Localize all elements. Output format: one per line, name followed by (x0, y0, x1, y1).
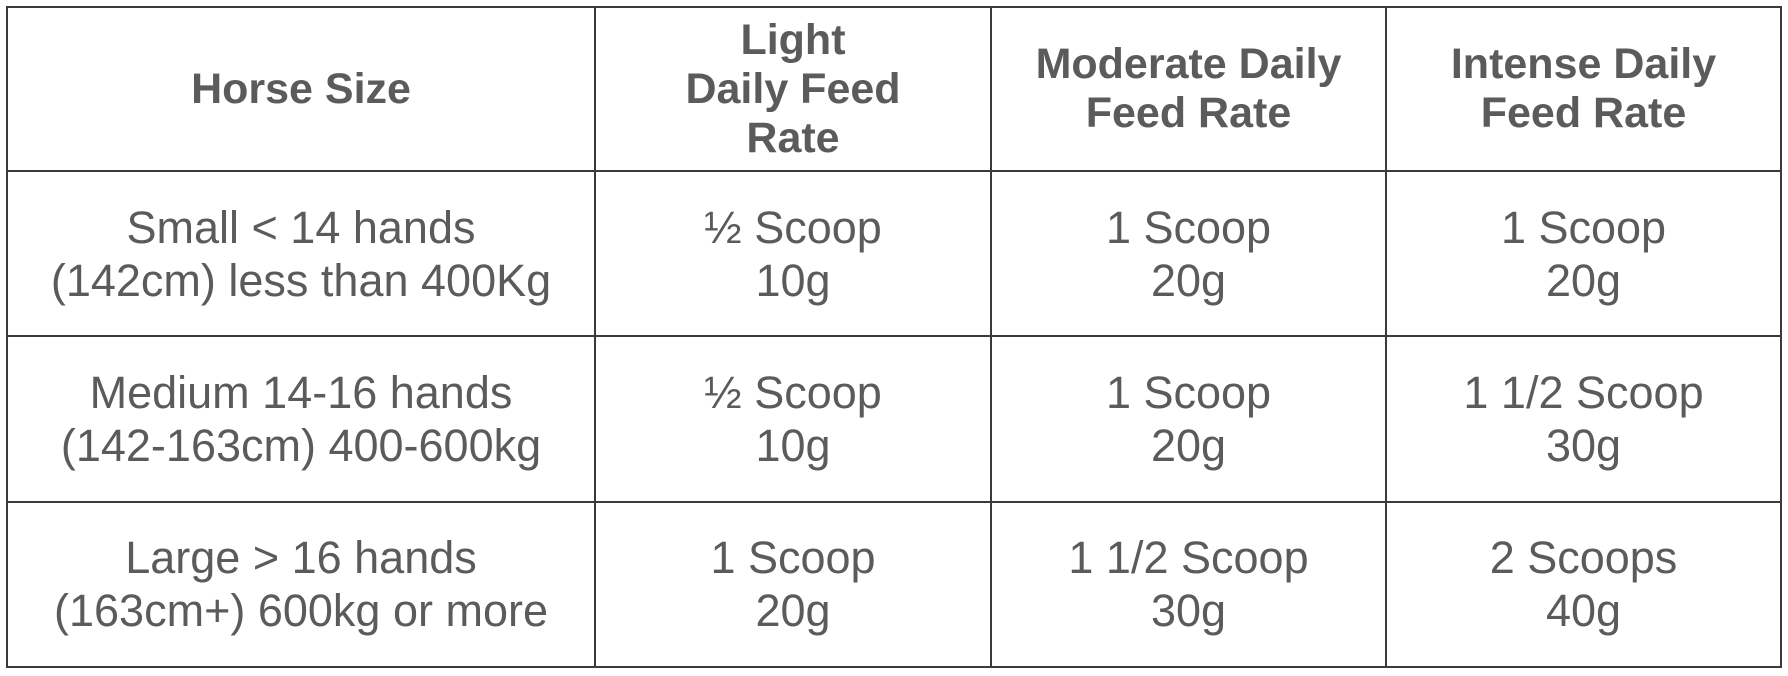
cell-horse-size: Large > 16 hands (163cm+) 600kg or more (6, 500, 596, 669)
cell-intense-rate: 1 1/2 Scoop 30g (1385, 335, 1782, 503)
cell-light-rate: ½ Scoop 10g (594, 169, 992, 338)
feed-rate-table: Horse Size Light Daily Feed Rate Moderat… (6, 6, 1782, 669)
cell-moderate-rate: 1 Scoop 20g (990, 335, 1387, 503)
table-header-row: Horse Size Light Daily Feed Rate Moderat… (6, 6, 1782, 172)
table-row: Medium 14-16 hands (142-163cm) 400-600kg… (6, 335, 1782, 503)
cell-intense-rate: 1 Scoop 20g (1385, 169, 1782, 338)
header-light-feed-rate: Light Daily Feed Rate (594, 6, 992, 172)
cell-light-rate: ½ Scoop 10g (594, 335, 992, 503)
cell-horse-size: Medium 14-16 hands (142-163cm) 400-600kg (6, 335, 596, 503)
header-horse-size: Horse Size (6, 6, 596, 172)
cell-horse-size: Small < 14 hands (142cm) less than 400Kg (6, 169, 596, 338)
cell-light-rate: 1 Scoop 20g (594, 500, 992, 669)
header-moderate-feed-rate: Moderate Daily Feed Rate (990, 6, 1387, 172)
header-intense-feed-rate: Intense Daily Feed Rate (1385, 6, 1782, 172)
cell-moderate-rate: 1 Scoop 20g (990, 169, 1387, 338)
table-row: Small < 14 hands (142cm) less than 400Kg… (6, 169, 1782, 338)
table-row: Large > 16 hands (163cm+) 600kg or more … (6, 500, 1782, 669)
cell-intense-rate: 2 Scoops 40g (1385, 500, 1782, 669)
cell-moderate-rate: 1 1/2 Scoop 30g (990, 500, 1387, 669)
